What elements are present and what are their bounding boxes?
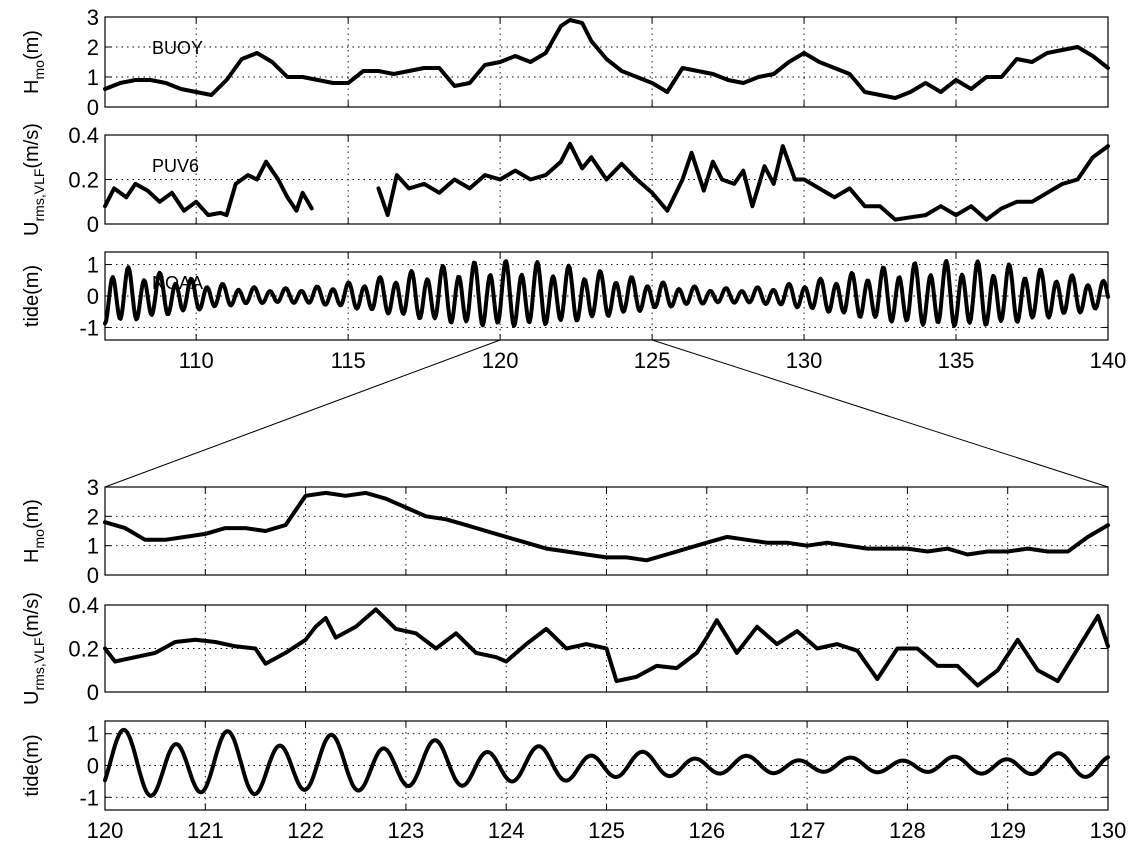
x-tick-label: 110 bbox=[179, 348, 214, 373]
x-tick-label: 126 bbox=[688, 818, 725, 841]
series-line-1 bbox=[103, 490, 1110, 563]
y-tick-label: 0 bbox=[87, 212, 99, 237]
y-axis-label-sub: mo bbox=[31, 529, 47, 549]
x-tick-label: 127 bbox=[789, 818, 826, 841]
zoom-connector-right bbox=[651, 339, 1109, 488]
y-axis-label: Urms,VLF(m/s) bbox=[21, 592, 47, 705]
panel-4: 0 1 2 3 Hmo(m) bbox=[21, 475, 1110, 588]
x-tick-label: 125 bbox=[634, 348, 671, 373]
x-tick-label: 130 bbox=[786, 348, 823, 373]
zoom-connector-left bbox=[104, 339, 501, 488]
y-tick-label: -1 bbox=[79, 785, 99, 810]
x-tick-label: 128 bbox=[889, 818, 926, 841]
x-tick-label: 122 bbox=[287, 818, 324, 841]
series-line-1 bbox=[103, 159, 314, 218]
y-tick-label: 0 bbox=[87, 95, 99, 120]
y-axis-label-main: U bbox=[21, 221, 43, 235]
y-tick-label: 1 bbox=[87, 534, 99, 559]
x-tick-label: 140 bbox=[1090, 348, 1127, 373]
y-tick-label: -1 bbox=[79, 315, 99, 340]
y-tick-label: 0.4 bbox=[68, 123, 99, 148]
y-axis-label: Hmo(m) bbox=[21, 30, 47, 94]
y-tick-label: 3 bbox=[87, 5, 99, 30]
plot-area bbox=[104, 16, 1109, 108]
tide-line bbox=[103, 259, 1110, 328]
panel-annotation: PUV6 bbox=[152, 156, 199, 176]
x-tick-label: 130 bbox=[1090, 818, 1127, 841]
y-tick-label: 0 bbox=[87, 680, 99, 705]
y-axis-label-main: U bbox=[21, 690, 43, 704]
panel-3: -1 0 1 110 115 120 125 130 135 140 tide(m) NOAA bbox=[21, 251, 1127, 373]
y-tick-label: 2 bbox=[87, 504, 99, 529]
panel-2: 0 0.2 0.4 Urms,VLF(m/s) PUV6 bbox=[21, 123, 1110, 237]
x-tick-label: 120 bbox=[482, 348, 519, 373]
series-line-1 bbox=[103, 18, 1110, 100]
x-tick-label: 124 bbox=[488, 818, 525, 841]
y-tick-label: 3 bbox=[87, 475, 99, 500]
x-tick-label: 129 bbox=[989, 818, 1026, 841]
y-axis-label-unit: (m) bbox=[21, 30, 43, 60]
y-tick-label: 0.4 bbox=[68, 593, 99, 618]
y-axis-label: tide(m) bbox=[21, 734, 43, 796]
x-tick-label: 120 bbox=[87, 818, 124, 841]
y-tick-label: 1 bbox=[87, 253, 99, 278]
y-tick-label: 1 bbox=[87, 722, 99, 747]
y-axis-label-sub: mo bbox=[31, 60, 47, 80]
y-axis-label-unit: (m) bbox=[21, 499, 43, 529]
y-tick-label: 0.2 bbox=[68, 168, 99, 193]
y-axis-label-main: H bbox=[21, 548, 43, 562]
x-tick-label: 115 bbox=[331, 348, 366, 373]
y-axis-label: Urms,VLF(m/s) bbox=[21, 123, 47, 236]
y-axis-label-unit: (m/s) bbox=[21, 123, 43, 169]
y-axis-label-main: tide(m) bbox=[21, 734, 43, 796]
y-tick-label: 0 bbox=[87, 754, 99, 779]
y-axis-label-main: H bbox=[21, 79, 43, 93]
y-axis-label-sub: rms,VLF bbox=[31, 638, 47, 691]
y-tick-label: 0 bbox=[87, 563, 99, 588]
y-tick-label: 1 bbox=[87, 65, 99, 90]
x-tick-label: 121 bbox=[187, 818, 224, 841]
panel-1: 0 1 2 3 Hmo(m) BUOY bbox=[21, 5, 1110, 120]
y-axis-label: tide(m) bbox=[21, 265, 43, 327]
x-tick-label: 135 bbox=[938, 348, 975, 373]
y-tick-label: 2 bbox=[87, 35, 99, 60]
y-tick-label: 0.2 bbox=[68, 637, 99, 662]
panel-5: 0 0.2 0.4 Urms,VLF(m/s) bbox=[21, 592, 1110, 705]
x-tick-label: 123 bbox=[388, 818, 425, 841]
y-axis-label-unit: (m/s) bbox=[21, 592, 43, 638]
panel-annotation: BUOY bbox=[152, 38, 203, 58]
series-line-1 bbox=[103, 607, 1110, 688]
y-axis-label: Hmo(m) bbox=[21, 499, 47, 563]
series-line-2 bbox=[376, 141, 1110, 222]
y-axis-label-sub: rms,VLF bbox=[31, 169, 47, 222]
panel-6: -1 0 1 120 121 122 123 124 125 126 127 128 129 130 tid… bbox=[21, 720, 1127, 841]
tide-line bbox=[103, 727, 1110, 798]
y-tick-label: 0 bbox=[87, 284, 99, 309]
x-tick-label: 125 bbox=[588, 818, 625, 841]
y-axis-label-main: tide(m) bbox=[21, 265, 43, 327]
panel-annotation: NOAA bbox=[152, 273, 203, 293]
